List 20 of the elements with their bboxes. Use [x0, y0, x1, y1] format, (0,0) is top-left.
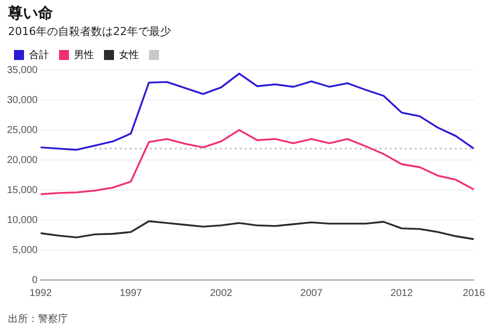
y-tick-label: 5,000 [12, 244, 38, 256]
legend-label: 女性 [119, 48, 139, 61]
legend-label: 合計 [29, 48, 49, 61]
y-tick-label: 30,000 [6, 94, 38, 106]
x-tick-label: 1992 [29, 288, 52, 299]
x-tick-label: 2016 [462, 288, 486, 299]
text: 出所：警察庁 [8, 312, 68, 326]
y-tick-label: 25,000 [6, 124, 38, 136]
y-tick-label: 10,000 [6, 214, 38, 226]
y-tick-label: 15,000 [6, 184, 38, 196]
legend-label: 男性 [74, 48, 94, 61]
x-tick-label: 2012 [390, 288, 414, 299]
y-tick-label: 20,000 [6, 154, 38, 166]
y-tick-label: 35,000 [6, 64, 38, 76]
chart-subtitle: 2016年の自殺者数は22年で最少 [8, 24, 171, 39]
x-tick-label: 2002 [210, 288, 233, 299]
x-tick-label: 2007 [300, 288, 323, 299]
y-tick-label: 0 [32, 274, 38, 286]
x-tick-label: 1997 [120, 288, 142, 299]
chart-title: 尊い命 [8, 4, 53, 23]
